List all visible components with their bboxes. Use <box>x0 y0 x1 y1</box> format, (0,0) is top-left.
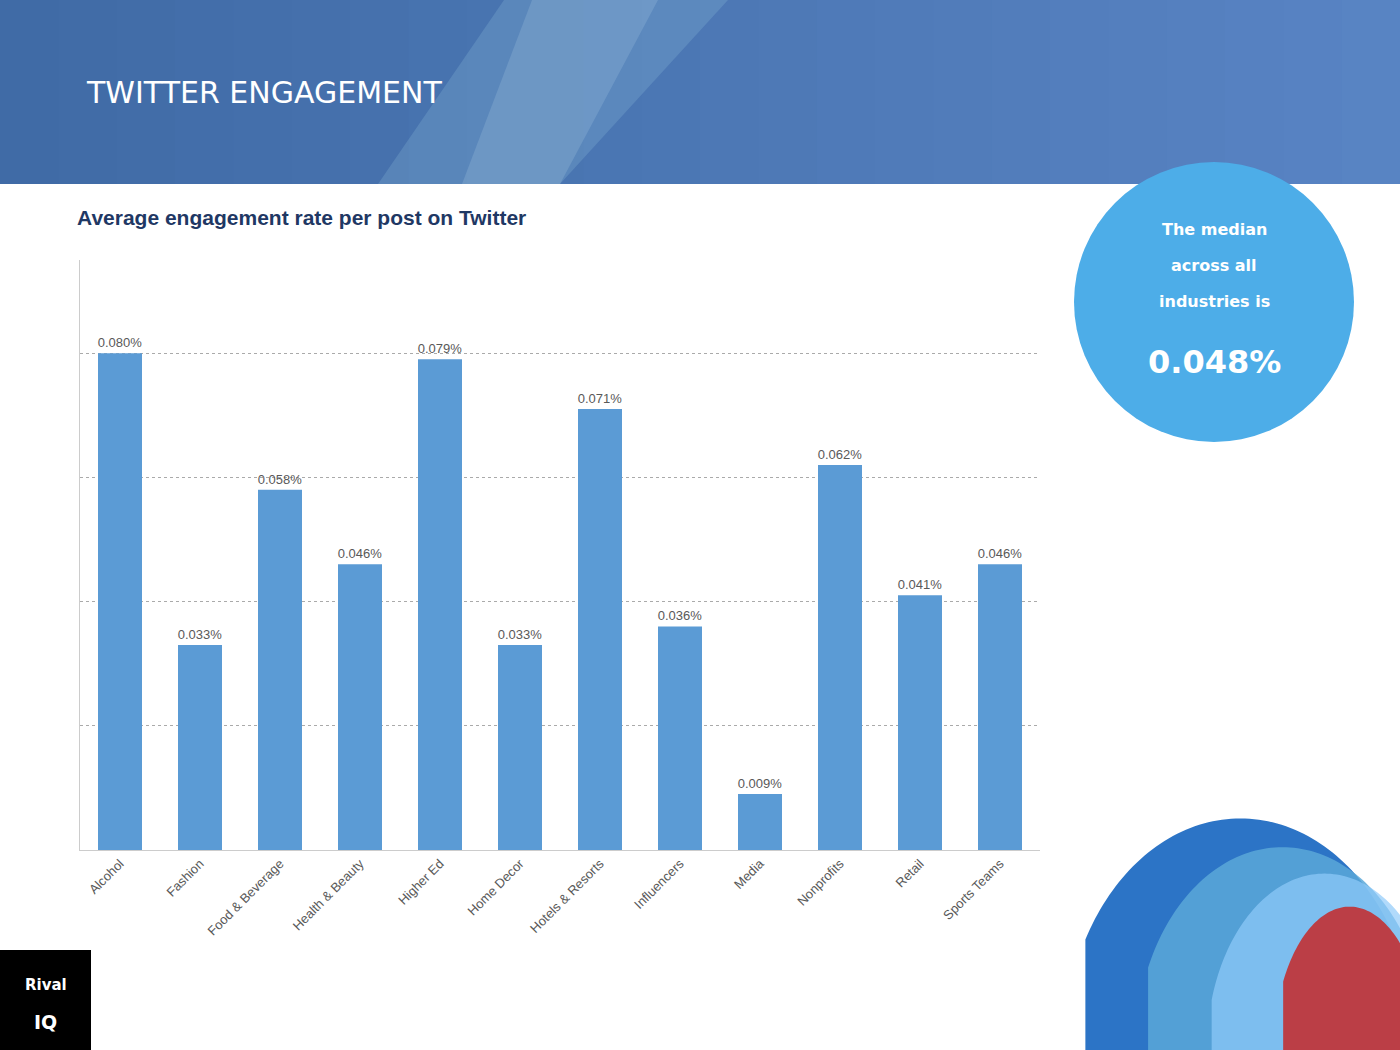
svg-text:Hotels & Resorts: Hotels & Resorts <box>527 856 607 936</box>
svg-text:industries is: industries is <box>1159 292 1270 311</box>
svg-text:Sports Teams: Sports Teams <box>940 856 1007 923</box>
svg-text:0.071%: 0.071% <box>578 391 623 406</box>
svg-text:TWITTER ENGAGEMENT: TWITTER ENGAGEMENT <box>86 75 442 110</box>
svg-text:0.036%: 0.036% <box>658 608 703 623</box>
svg-text:0.046%: 0.046% <box>978 546 1023 561</box>
svg-text:0.079%: 0.079% <box>418 341 463 356</box>
svg-text:Fashion: Fashion <box>163 856 206 899</box>
svg-text:0.009%: 0.009% <box>738 776 783 791</box>
svg-text:Media: Media <box>731 856 767 892</box>
svg-text:0.048%: 0.048% <box>1148 343 1281 381</box>
svg-text:0.062%: 0.062% <box>818 447 863 462</box>
svg-text:0.041%: 0.041% <box>898 577 943 592</box>
svg-text:Food & Beverage: Food & Beverage <box>205 856 287 938</box>
svg-text:Alcohol: Alcohol <box>86 856 127 897</box>
svg-text:Rival: Rival <box>25 976 67 994</box>
svg-text:The median: The median <box>1162 220 1267 239</box>
svg-text:Higher Ed: Higher Ed <box>395 856 446 907</box>
svg-text:0.033%: 0.033% <box>178 627 223 642</box>
svg-text:Average engagement rate per po: Average engagement rate per post on Twit… <box>77 206 526 229</box>
svg-text:IQ: IQ <box>34 1011 57 1033</box>
svg-text:0.033%: 0.033% <box>498 627 543 642</box>
svg-text:Influencers: Influencers <box>631 856 687 912</box>
svg-text:Home Decor: Home Decor <box>465 856 528 919</box>
svg-text:0.046%: 0.046% <box>338 546 383 561</box>
svg-text:Health & Beauty: Health & Beauty <box>290 856 367 933</box>
svg-text:Retail: Retail <box>893 856 927 890</box>
svg-text:0.080%: 0.080% <box>98 335 143 350</box>
svg-text:0.058%: 0.058% <box>258 472 303 487</box>
svg-text:Nonprofits: Nonprofits <box>794 856 847 909</box>
svg-text:across all: across all <box>1171 256 1257 275</box>
